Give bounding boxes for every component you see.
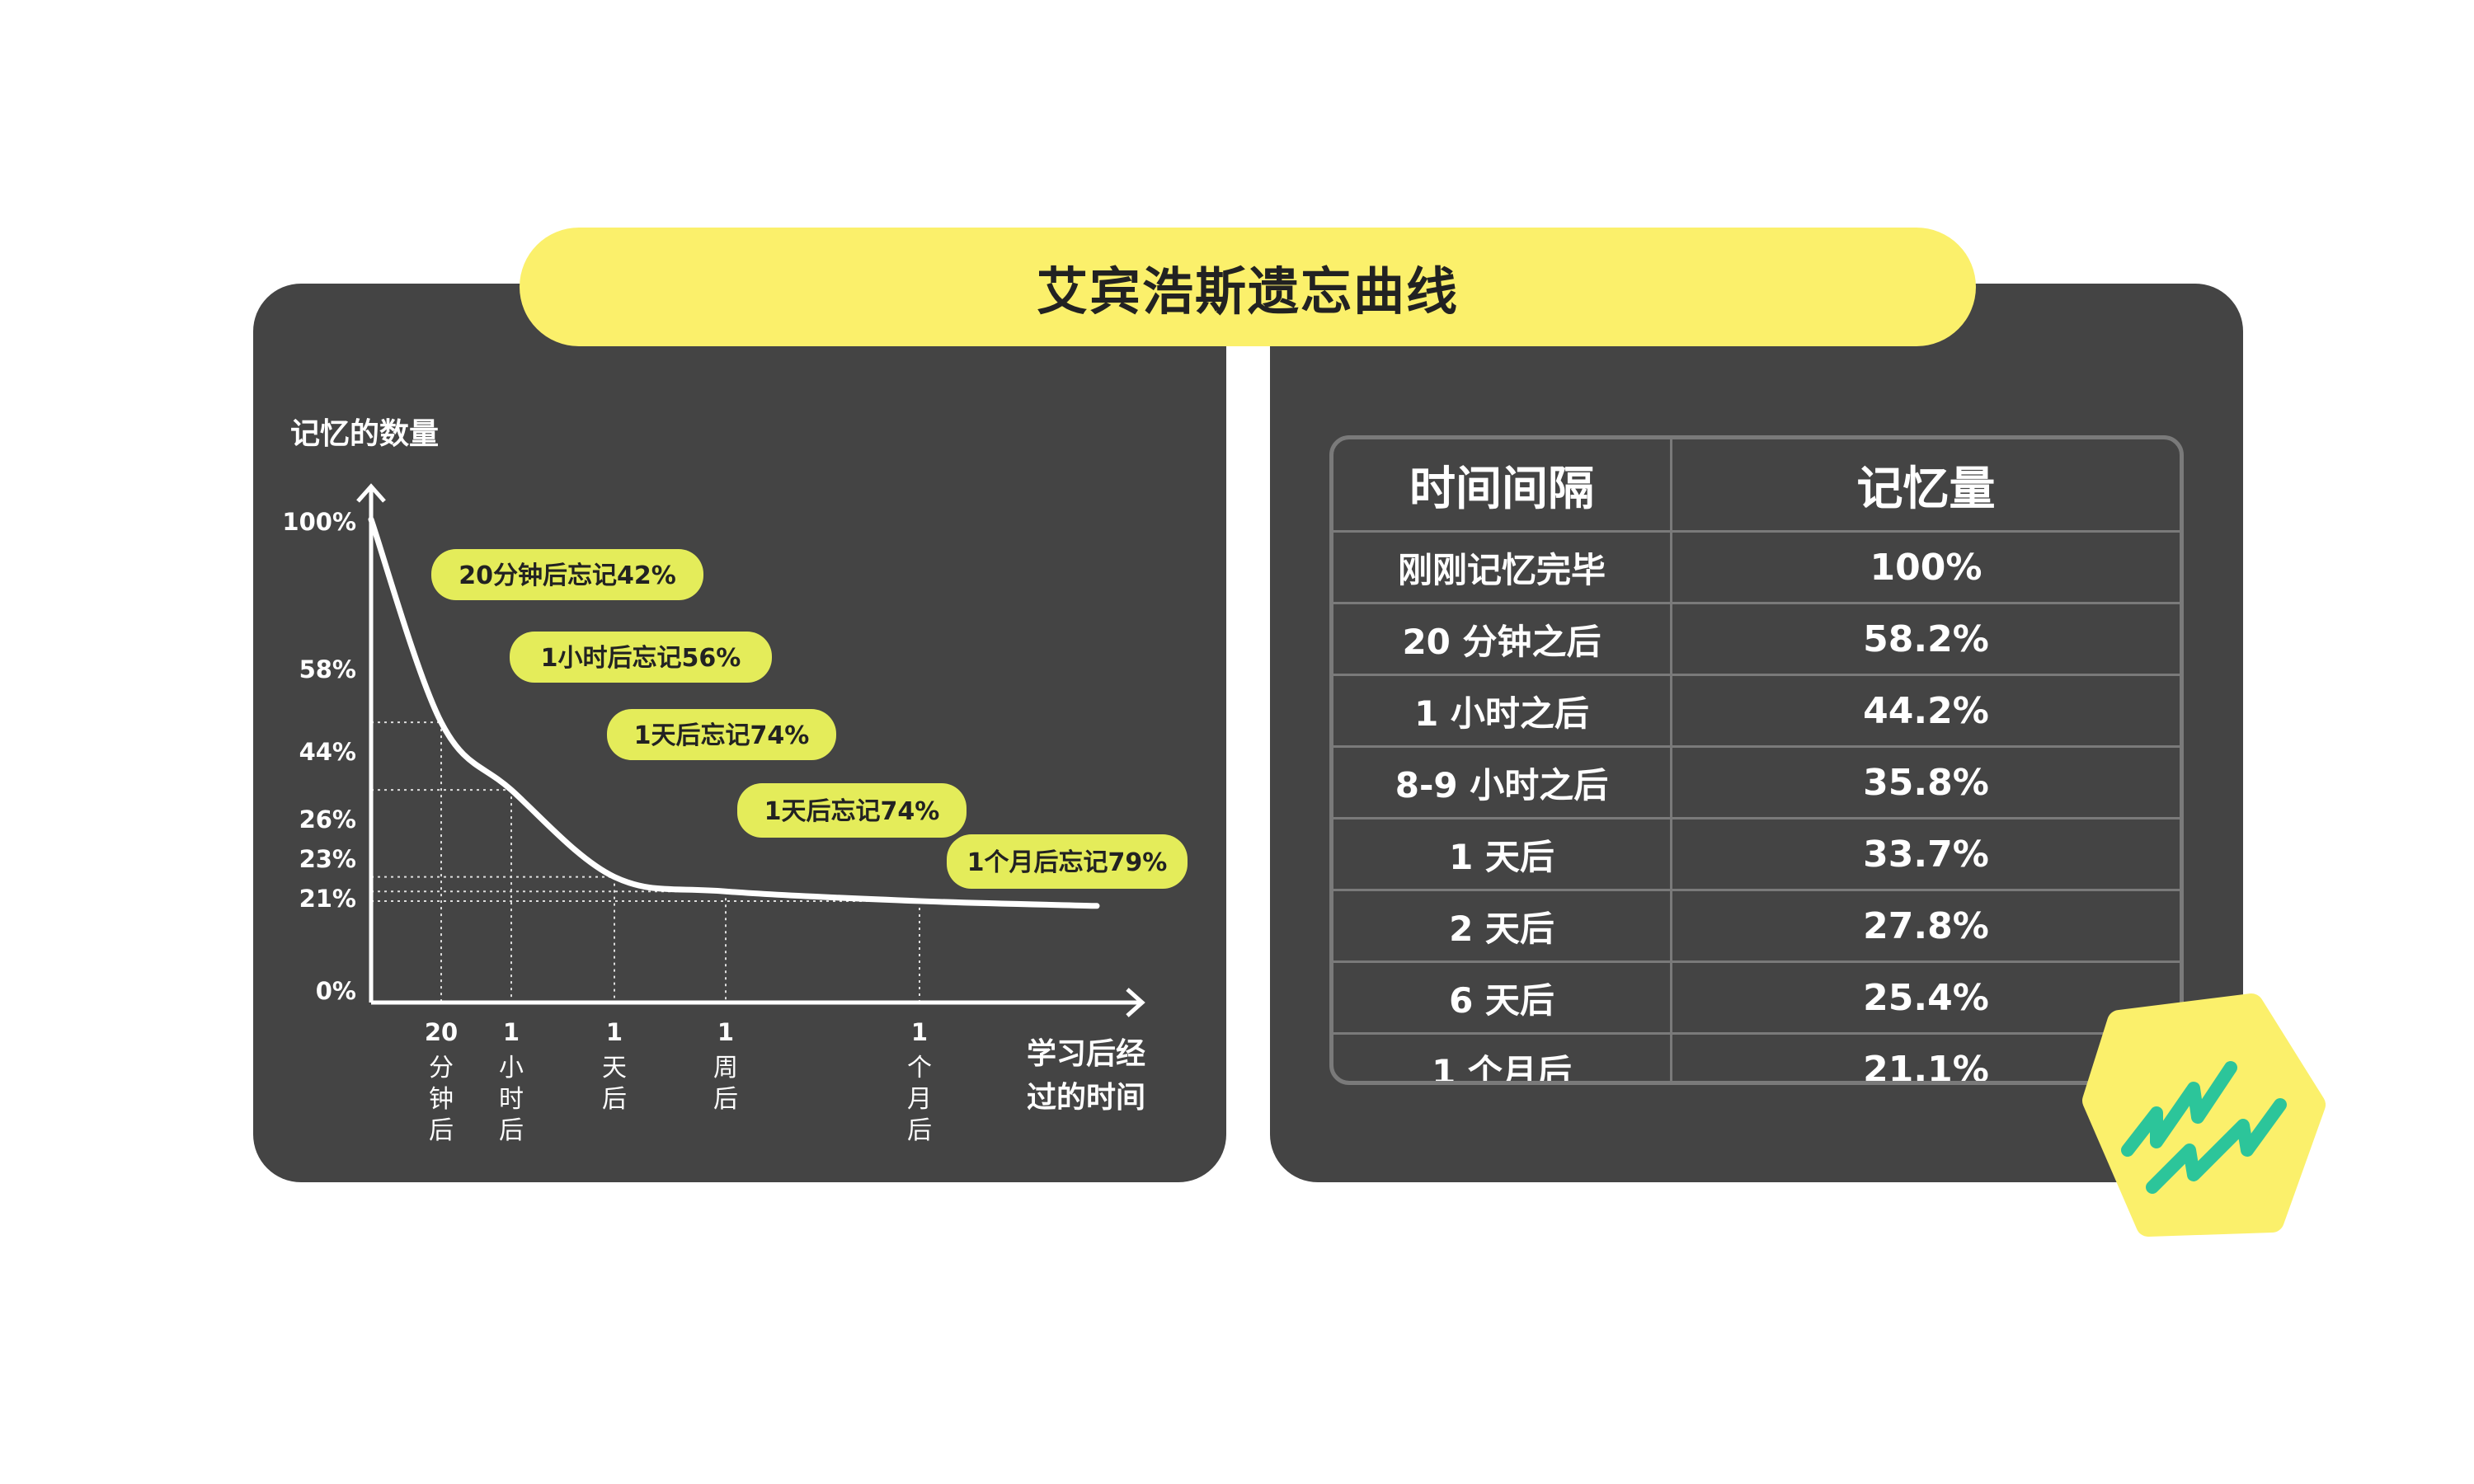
interval-cell: 1 个月后 [1333,1035,1672,1081]
interval-cell: 6 天后 [1333,963,1672,1032]
table-row: 6 天后 25.4% [1333,960,2180,1032]
interval-cell: 2 天后 [1333,891,1672,960]
retention-cell: 35.8% [1863,761,1989,804]
table-row: 1 个月后 21.1% [1333,1032,2180,1085]
table-row: 20 分钟之后 58.2% [1333,602,2180,674]
trend-zigzag-icon [2082,993,2326,1237]
retention-cell: 33.7% [1863,833,1989,876]
interval-cell: 1 小时之后 [1333,676,1672,745]
interval-cell: 刚刚记忆完毕 [1333,533,1672,602]
table-row: 8-9 小时之后 35.8% [1333,745,2180,817]
retention-table: 时间间隔 记忆量 刚刚记忆完毕 100% 20 分钟之后 58.2% 1 小时之后 44.… [1329,435,2184,1085]
page-title: 艾宾浩斯遗忘曲线 [520,228,1976,346]
interval-cell: 20 分钟之后 [1333,604,1672,674]
table-row: 1 天后 33.7% [1333,817,2180,889]
retention-cell: 27.8% [1863,904,1989,947]
retention-cell: 58.2% [1863,618,1989,660]
retention-cell: 25.4% [1863,976,1989,1019]
chart-panel [253,284,1226,1182]
table-row: 2 天后 27.8% [1333,889,2180,960]
interval-cell: 1 天后 [1333,819,1672,889]
table-header-interval: 时间间隔 [1333,439,1672,530]
retention-cell: 21.1% [1863,1048,1989,1085]
table-header-retention: 记忆量 [1856,462,1996,516]
retention-cell: 100% [1870,546,1982,589]
table-row: 1 小时之后 44.2% [1333,674,2180,745]
table-row: 刚刚记忆完毕 100% [1333,530,2180,602]
table-header-row: 时间间隔 记忆量 [1333,439,2180,530]
retention-cell: 44.2% [1863,689,1989,732]
interval-cell: 8-9 小时之后 [1333,748,1672,817]
